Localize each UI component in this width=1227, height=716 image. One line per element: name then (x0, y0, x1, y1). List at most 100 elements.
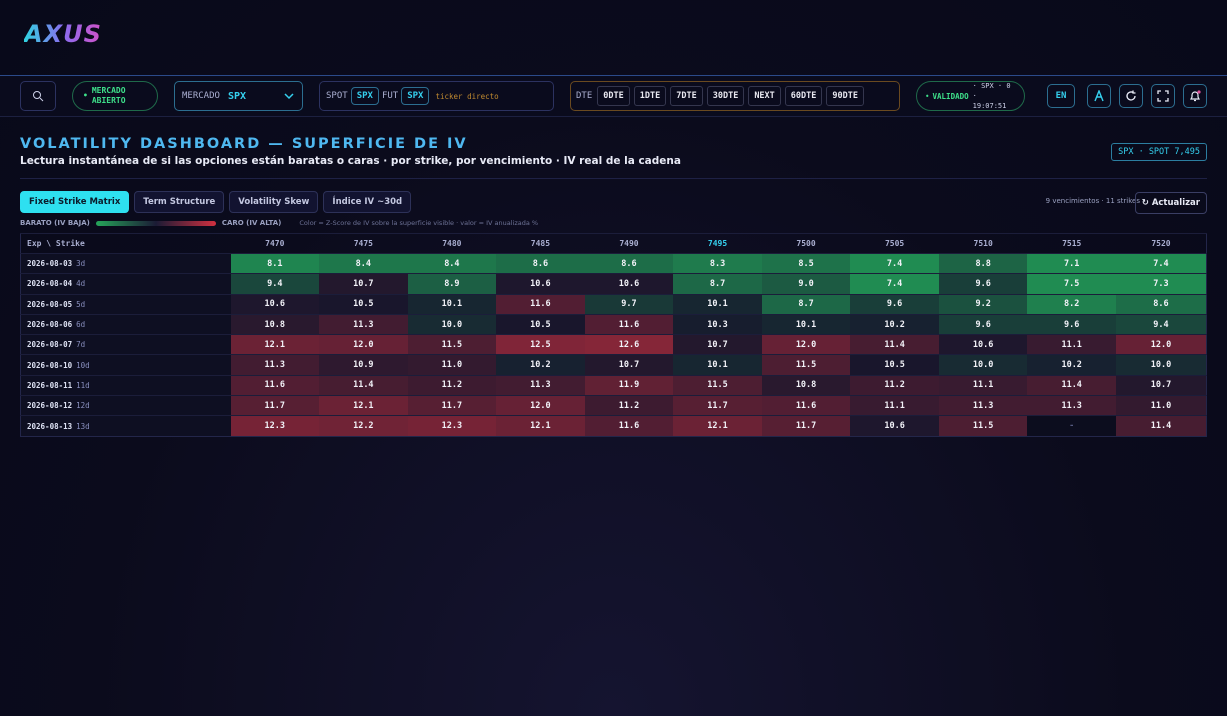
fut-chip[interactable]: SPX (401, 87, 430, 105)
iv-cell[interactable]: 12.0 (496, 395, 585, 416)
iv-cell[interactable]: 10.5 (850, 354, 939, 376)
tab[interactable]: Fixed Strike Matrix (20, 191, 130, 213)
iv-cell[interactable]: 9.4 (1115, 314, 1207, 335)
iv-cell[interactable]: 11.3 (230, 354, 320, 376)
search-button[interactable] (20, 81, 56, 111)
iv-cell[interactable]: 7.4 (850, 273, 939, 295)
iv-cell[interactable]: 7.4 (1115, 253, 1207, 274)
notifications-button[interactable] (1183, 84, 1207, 108)
iv-cell[interactable]: 10.8 (761, 375, 851, 396)
iv-cell[interactable]: 8.7 (761, 294, 851, 315)
iv-cell[interactable]: 11.1 (1027, 334, 1116, 355)
market-select[interactable]: MERCADO SPX (174, 81, 303, 111)
iv-cell[interactable]: 8.2 (1027, 294, 1116, 315)
iv-cell[interactable]: 10.1 (673, 354, 762, 376)
iv-cell[interactable]: 10.6 (496, 273, 585, 295)
iv-cell[interactable]: 12.1 (496, 415, 585, 437)
iv-cell[interactable]: 10.7 (319, 273, 408, 295)
iv-cell[interactable]: 11.6 (584, 314, 674, 335)
fullscreen-button[interactable] (1151, 84, 1175, 108)
iv-cell[interactable]: 12.3 (407, 415, 497, 437)
tab[interactable]: Índice IV ~30d (323, 191, 412, 213)
iv-cell[interactable]: 12.0 (761, 334, 851, 355)
iv-cell[interactable]: 11.4 (1115, 415, 1207, 437)
iv-cell[interactable]: 10.6 (850, 415, 939, 437)
iv-cell[interactable]: 9.6 (1027, 314, 1116, 335)
tab[interactable]: Term Structure (134, 191, 225, 213)
iv-cell[interactable]: 12.2 (319, 415, 408, 437)
iv-cell[interactable]: 11.3 (496, 375, 585, 396)
iv-cell[interactable]: 11.1 (938, 375, 1028, 396)
iv-cell[interactable]: 9.2 (938, 294, 1028, 315)
dte-option[interactable]: 90DTE (826, 86, 864, 106)
iv-cell[interactable]: 8.4 (319, 253, 408, 274)
iv-cell[interactable]: 12.1 (673, 415, 762, 437)
iv-cell[interactable]: 10.1 (407, 294, 497, 315)
iv-cell[interactable]: 8.6 (584, 253, 674, 274)
spot-chip[interactable]: SPX (350, 87, 379, 105)
iv-cell[interactable]: 9.6 (850, 294, 939, 315)
iv-cell[interactable]: 10.0 (407, 314, 497, 335)
iv-cell[interactable]: 11.7 (673, 395, 762, 416)
iv-cell[interactable]: 11.6 (496, 294, 585, 315)
iv-cell[interactable]: 12.5 (496, 334, 585, 355)
iv-cell[interactable]: 10.1 (673, 294, 762, 315)
iv-cell[interactable]: 10.7 (584, 354, 674, 376)
iv-cell[interactable]: 7.3 (1115, 273, 1207, 295)
iv-cell[interactable]: 8.5 (761, 253, 851, 274)
iv-cell[interactable]: 10.7 (1115, 375, 1207, 396)
iv-cell[interactable]: 9.0 (761, 273, 851, 295)
iv-cell[interactable]: 11.6 (761, 395, 851, 416)
refresh-button[interactable] (1119, 84, 1143, 108)
dte-option[interactable]: 7DTE (670, 86, 703, 106)
iv-cell[interactable]: 10.2 (496, 354, 585, 376)
iv-cell[interactable]: 10.5 (496, 314, 585, 335)
iv-cell[interactable]: 11.3 (938, 395, 1028, 416)
iv-cell[interactable]: 11.7 (761, 415, 851, 437)
iv-cell[interactable]: 8.6 (496, 253, 585, 274)
refresh-action[interactable]: ↻ Actualizar (1134, 192, 1207, 214)
dte-option[interactable]: 60DTE (784, 86, 823, 106)
iv-cell[interactable]: 9.6 (938, 273, 1028, 295)
iv-cell[interactable]: 11.4 (1027, 375, 1116, 396)
iv-cell[interactable]: 12.0 (319, 334, 408, 355)
iv-cell[interactable]: 11.1 (850, 395, 939, 416)
iv-cell[interactable]: 12.6 (584, 334, 674, 355)
iv-cell[interactable]: 7.4 (850, 253, 939, 274)
iv-cell[interactable]: 10.6 (938, 334, 1028, 355)
iv-cell[interactable]: 8.4 (407, 253, 497, 274)
iv-cell[interactable]: 8.6 (1115, 294, 1207, 315)
iv-cell[interactable]: 10.2 (850, 314, 939, 335)
iv-cell[interactable]: 10.2 (1027, 354, 1116, 376)
iv-cell[interactable]: 11.7 (407, 395, 497, 416)
iv-cell[interactable]: 9.7 (584, 294, 674, 315)
iv-cell[interactable]: 11.5 (938, 415, 1028, 437)
iv-cell[interactable]: 11.2 (584, 395, 674, 416)
dte-option[interactable]: 30DTE (706, 86, 745, 106)
iv-cell[interactable]: 8.3 (673, 253, 762, 274)
iv-cell[interactable]: 9.6 (938, 314, 1028, 335)
iv-cell[interactable]: 12.3 (230, 415, 320, 437)
iv-cell[interactable]: 8.8 (938, 253, 1028, 274)
iv-cell[interactable]: 11.2 (850, 375, 939, 396)
iv-cell[interactable]: 11.6 (230, 375, 320, 396)
iv-cell[interactable]: 11.9 (584, 375, 674, 396)
iv-cell[interactable]: 12.1 (319, 395, 408, 416)
iv-cell[interactable]: 8.9 (407, 273, 497, 295)
iv-cell[interactable]: 10.7 (673, 334, 762, 355)
iv-cell[interactable]: 10.1 (761, 314, 851, 335)
iv-cell[interactable]: 11.0 (1115, 395, 1207, 416)
language-button[interactable]: EN (1047, 84, 1075, 108)
iv-cell[interactable]: 11.2 (407, 375, 497, 396)
logo[interactable]: AXUS (24, 20, 102, 48)
iv-cell[interactable]: 10.3 (673, 314, 762, 335)
iv-cell[interactable]: 11.5 (761, 354, 851, 376)
iv-cell[interactable]: 10.6 (584, 273, 674, 295)
iv-cell[interactable]: 10.0 (1115, 354, 1207, 376)
font-button[interactable] (1087, 84, 1111, 108)
iv-cell[interactable]: 7.1 (1027, 253, 1116, 274)
dte-option[interactable]: 0DTE (597, 86, 630, 106)
iv-cell[interactable]: 10.8 (230, 314, 320, 335)
iv-cell[interactable]: 11.4 (319, 375, 408, 396)
iv-cell[interactable]: 9.4 (230, 273, 320, 295)
